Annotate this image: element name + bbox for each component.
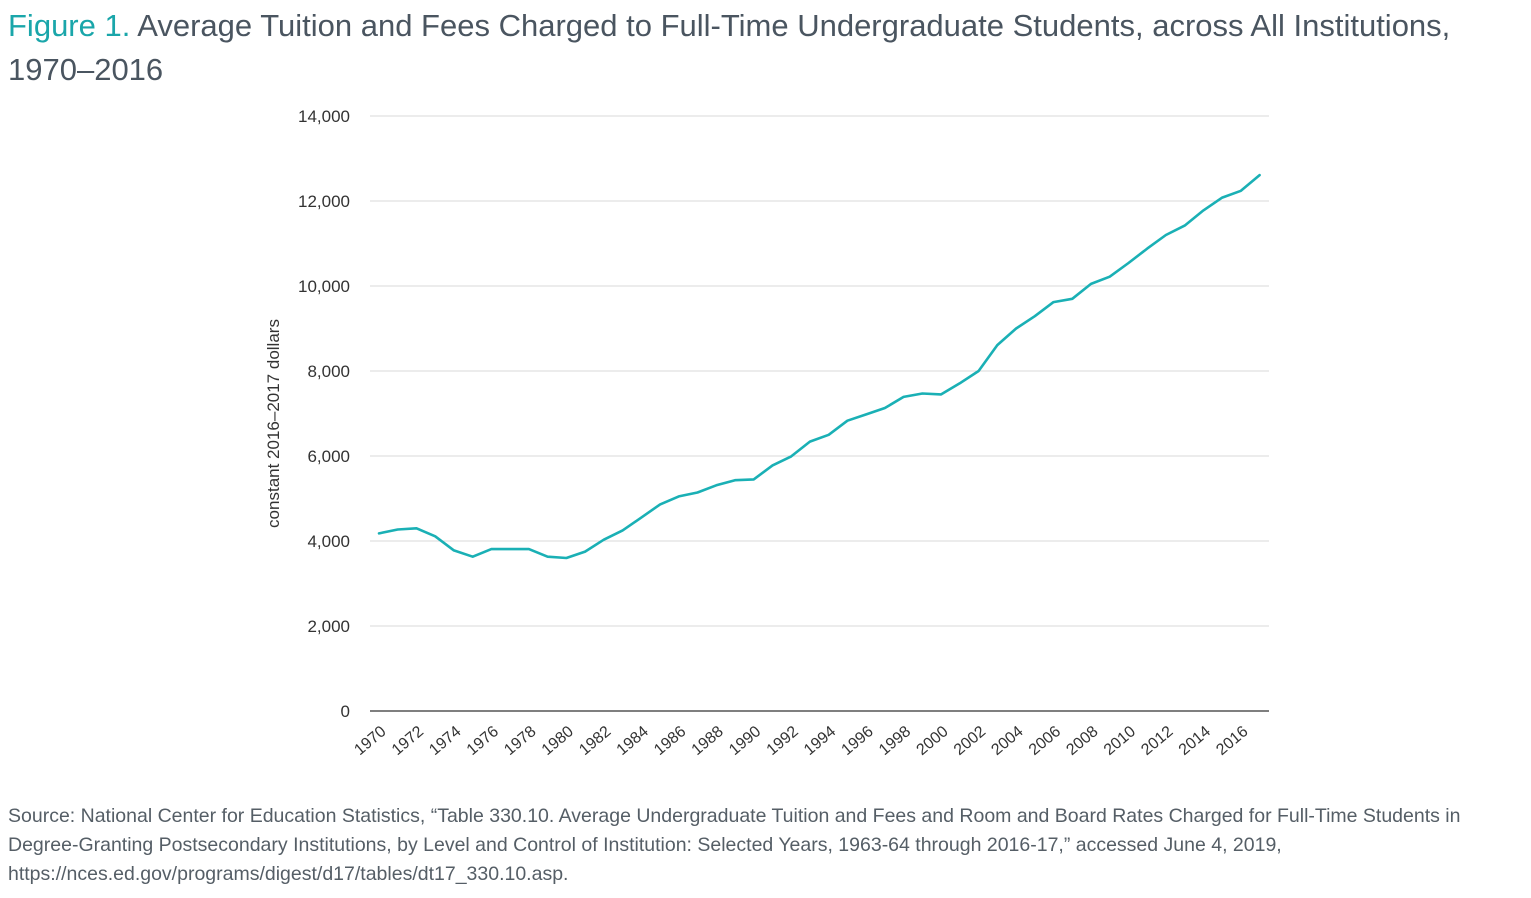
source-note: Source: National Center for Education St… <box>8 805 1461 885</box>
data-points <box>378 175 1260 559</box>
x-tick-label: 2006 <box>1026 723 1064 759</box>
y-tick-label: 6,000 <box>307 447 350 466</box>
x-tick-label: 1988 <box>689 723 727 759</box>
x-tick-label: 1998 <box>876 723 914 759</box>
y-tick-label: 12,000 <box>298 192 350 211</box>
x-tick-label: 2008 <box>1063 723 1101 759</box>
x-tick-label: 1978 <box>501 723 539 759</box>
x-tick-label: 2002 <box>951 723 989 759</box>
y-tick-label: 4,000 <box>307 532 350 551</box>
x-tick-label: 1986 <box>651 723 689 759</box>
x-tick-label: 1996 <box>839 723 877 759</box>
x-tick-label: 1980 <box>539 723 577 759</box>
x-tick-label: 1990 <box>726 723 764 759</box>
x-tick-label: 2012 <box>1138 723 1176 759</box>
figure-label: Figure 1. <box>8 8 131 43</box>
figure-title-text: Average Tuition and Fees Charged to Full… <box>8 8 1451 87</box>
x-tick-label: 2000 <box>913 723 951 759</box>
y-tick-label: 0 <box>341 702 350 721</box>
figure-title: Figure 1. Average Tuition and Fees Charg… <box>8 4 1518 92</box>
x-tick-label: 1970 <box>351 723 389 759</box>
x-tick-label: 2014 <box>1176 723 1214 759</box>
y-tick-label: 8,000 <box>307 362 350 381</box>
y-tick-label: 14,000 <box>298 107 350 126</box>
x-tick-label: 2016 <box>1213 723 1251 759</box>
x-tick-label: 2004 <box>988 723 1026 759</box>
x-axis: 1970 1972 1974 1976 1978 1980 1982 1984 1986 1988… <box>351 723 1251 759</box>
x-tick-label: 1992 <box>764 723 802 759</box>
y-axis: 0 2,000 4,000 6,000 8,000 10,000 12,000 14,000 <box>298 107 350 721</box>
x-tick-label: 1972 <box>389 723 427 759</box>
y-axis-label: constant 2016–2017 dollars <box>264 319 283 528</box>
gridlines <box>370 115 1269 627</box>
y-tick-label: 2,000 <box>307 617 350 636</box>
series-line-tuition <box>377 173 1261 560</box>
x-tick-label: 1984 <box>614 723 652 759</box>
x-tick-label: 2010 <box>1101 723 1139 759</box>
x-tick-label: 1974 <box>426 723 464 759</box>
x-tick-label: 1976 <box>464 723 502 759</box>
y-tick-label: 10,000 <box>298 277 350 296</box>
x-tick-label: 1982 <box>576 723 614 759</box>
x-tick-label: 1994 <box>801 723 839 759</box>
